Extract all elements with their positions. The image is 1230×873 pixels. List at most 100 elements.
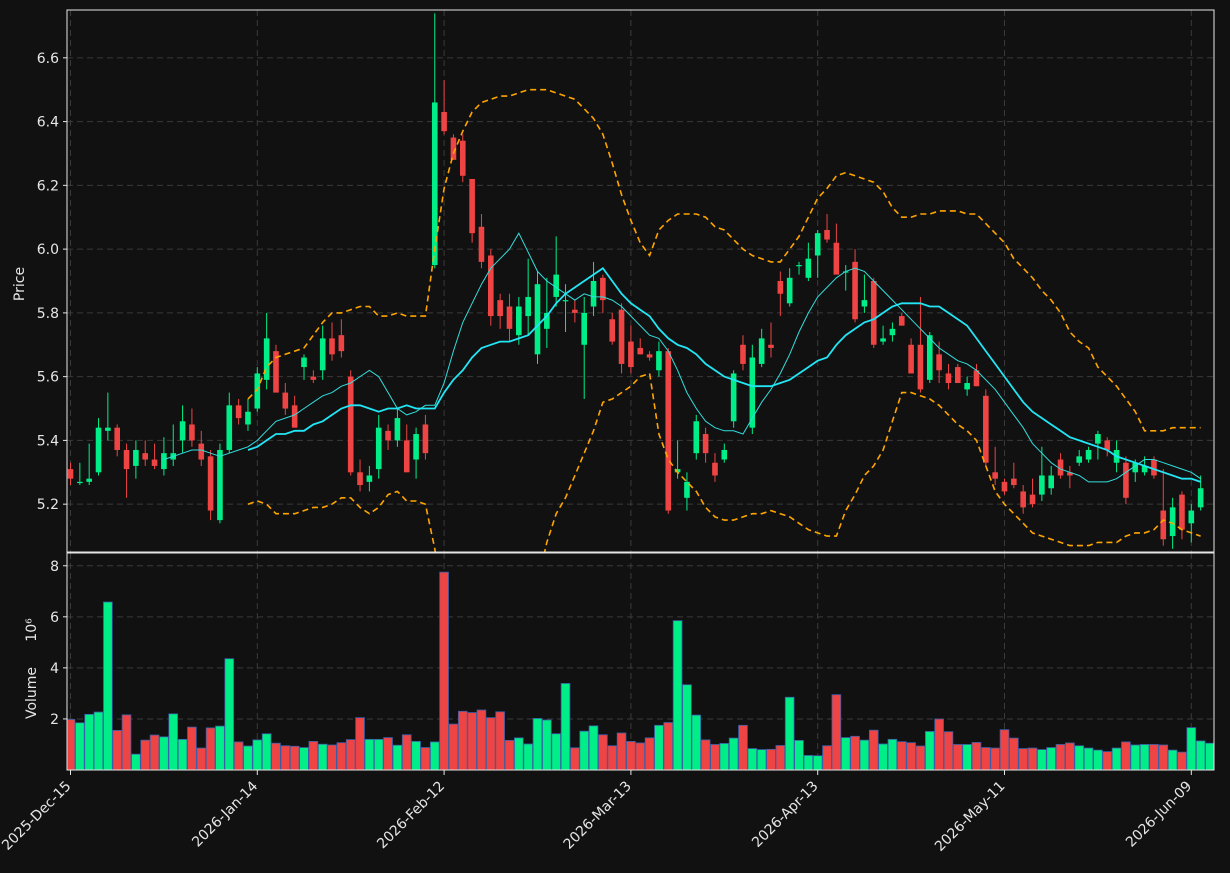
candle-body	[459, 140, 466, 176]
volume-bar	[738, 724, 748, 770]
candle-body	[1057, 459, 1064, 476]
candle-body	[544, 312, 550, 329]
candle-body	[740, 344, 746, 364]
volume-bar	[439, 571, 449, 770]
candle-body	[516, 306, 522, 336]
price-tick-label: 5.6	[37, 370, 59, 386]
volume-bar	[159, 736, 169, 770]
candle-body	[964, 383, 970, 390]
volume-bar	[943, 731, 954, 770]
candle-body	[338, 335, 345, 352]
volume-bar	[1009, 737, 1019, 770]
volume-bar	[467, 712, 477, 770]
volume-bar	[1111, 747, 1122, 770]
volume-bar	[1130, 744, 1141, 770]
candle-body	[842, 271, 849, 273]
volume-bar	[775, 745, 786, 770]
volume-bar	[411, 741, 421, 770]
candle-body	[684, 481, 690, 498]
volume-bar	[205, 727, 216, 770]
candle-body	[366, 475, 373, 482]
price-panel: 5.2 5.4 5.6 5.8 6.0 6.2 6.4 6.6	[37, 9, 1215, 553]
candle-body	[637, 347, 644, 355]
volume-bar	[1074, 745, 1085, 770]
volume-bar	[373, 738, 384, 770]
candle-body	[1085, 449, 1092, 460]
volume-bar	[504, 739, 515, 770]
candle-body	[1011, 478, 1017, 486]
volume-bar	[990, 747, 1000, 770]
volume-bar	[812, 755, 823, 770]
thin-moving-average-line	[163, 232, 1201, 483]
candle-body	[123, 449, 130, 470]
volume-bar	[588, 725, 599, 770]
volume-bar	[682, 684, 692, 770]
volume-bar	[131, 753, 141, 770]
candle-body	[712, 462, 718, 476]
volume-bar	[906, 742, 916, 770]
candle-body	[86, 478, 92, 482]
volume-bar	[635, 742, 646, 770]
volume-bar	[485, 717, 496, 770]
volume-bar	[644, 737, 655, 770]
volume-bar	[1102, 751, 1113, 770]
candle-body	[926, 335, 933, 380]
candle-body	[955, 367, 961, 384]
candles	[67, 13, 1204, 549]
volume-bar	[448, 723, 459, 770]
candle-body	[581, 312, 587, 345]
candle-body	[329, 338, 335, 355]
volume-bar	[187, 726, 197, 770]
candle-body	[1095, 434, 1101, 444]
volume-bar	[261, 733, 272, 770]
candle-body	[478, 226, 485, 262]
volume-bar	[327, 744, 337, 770]
volume-bar	[252, 739, 263, 770]
volume-bar	[1177, 751, 1187, 770]
thick-moving-average-line	[247, 266, 1201, 483]
volume-bar	[1027, 747, 1038, 770]
candle-body	[235, 405, 242, 419]
volume-bar	[728, 737, 739, 770]
volume-bar	[243, 745, 253, 770]
candle-body	[105, 427, 111, 431]
candle-body	[1132, 462, 1139, 473]
volume-bar	[747, 748, 758, 770]
volume-tick-label: 4	[50, 661, 59, 677]
volume-bar	[140, 739, 151, 770]
candle-body	[1039, 475, 1045, 495]
candle-body	[1104, 440, 1111, 450]
volume-bar	[1065, 742, 1075, 770]
candle-body	[394, 418, 401, 441]
price-tick-label: 5.2	[37, 497, 59, 513]
price-tick-label: 5.8	[37, 306, 59, 322]
volume-bar	[1205, 742, 1214, 770]
candle-body	[431, 102, 438, 266]
price-axis-label: Price	[12, 267, 28, 301]
candle-body	[1141, 465, 1148, 473]
volume-bar	[476, 709, 487, 770]
candle-body	[730, 373, 737, 422]
volume-axis-label: Volume	[24, 667, 40, 719]
volume-bar	[1195, 740, 1206, 770]
candle-body	[282, 392, 289, 409]
volume-bar	[1121, 741, 1131, 770]
candle-body	[1020, 491, 1026, 508]
volume-bar	[654, 724, 664, 770]
candle-body	[861, 300, 868, 307]
volume-bar	[523, 743, 533, 770]
candle-body	[525, 296, 531, 317]
volume-bar	[878, 743, 888, 770]
candle-body	[814, 233, 821, 256]
volume-bar	[999, 729, 1010, 770]
volume-bar	[196, 747, 207, 770]
candle-body	[777, 281, 784, 294]
candle-body	[562, 300, 569, 302]
volume-bar	[953, 744, 963, 770]
candle-body	[347, 376, 354, 473]
candle-body	[301, 357, 307, 368]
candle-body	[385, 430, 391, 441]
candle-body	[600, 277, 606, 301]
